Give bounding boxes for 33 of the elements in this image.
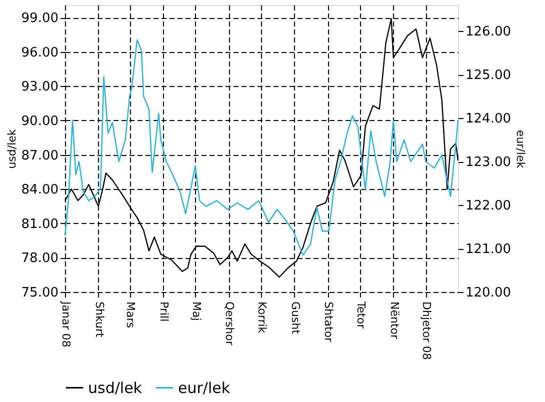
legend-label: usd/lek [88,378,142,397]
x-tick-label: Tetor [354,300,368,330]
x-tick-label: Gusht [288,302,302,335]
x-tick-label: Shtator [322,302,336,343]
x-tick-label: Korrik [255,302,268,334]
line-series [64,39,459,256]
y-tick-label: 87.00 [21,148,58,164]
y-tick-label: 96.00 [21,45,58,60]
x-tick-label: Mars [124,302,138,328]
y-tick-label: 75.00 [21,286,58,300]
x-tick-label: Shkurt [92,302,106,338]
x-tick-label: Nëntor [388,302,401,340]
y2-tick-label: 124.00 [466,112,511,127]
y-tick-label: 99.00 [21,11,58,26]
y-tick-label: 81.00 [21,216,58,232]
y2-tick-label: 120.00 [466,286,511,300]
x-tick-label: Dhjetor 08 [420,302,434,360]
y-tick-label: 78.00 [21,251,58,266]
y2-tick-label: 126.00 [466,24,511,40]
y-tick-label: 90.00 [21,114,58,129]
y2-tick-label: 122.00 [466,198,511,214]
y2-tick-label: 125.00 [466,68,511,84]
x-tick-label: Prill [157,302,170,322]
legend-label: eur/lek [178,378,230,397]
y-axis-title: usd/lek [5,128,18,169]
y-tick-label: 93.00 [21,80,58,95]
x-tick-label: Maj [190,302,203,321]
y2-tick-label: 121.00 [466,242,511,258]
y2-axis-title: eur/lek [514,130,527,169]
x-tick-label: Qershor [223,302,236,346]
y-tick-label: 84.00 [21,182,58,198]
y2-tick-label: 123.00 [466,155,511,170]
x-tick-label: Janar 08 [60,300,72,348]
